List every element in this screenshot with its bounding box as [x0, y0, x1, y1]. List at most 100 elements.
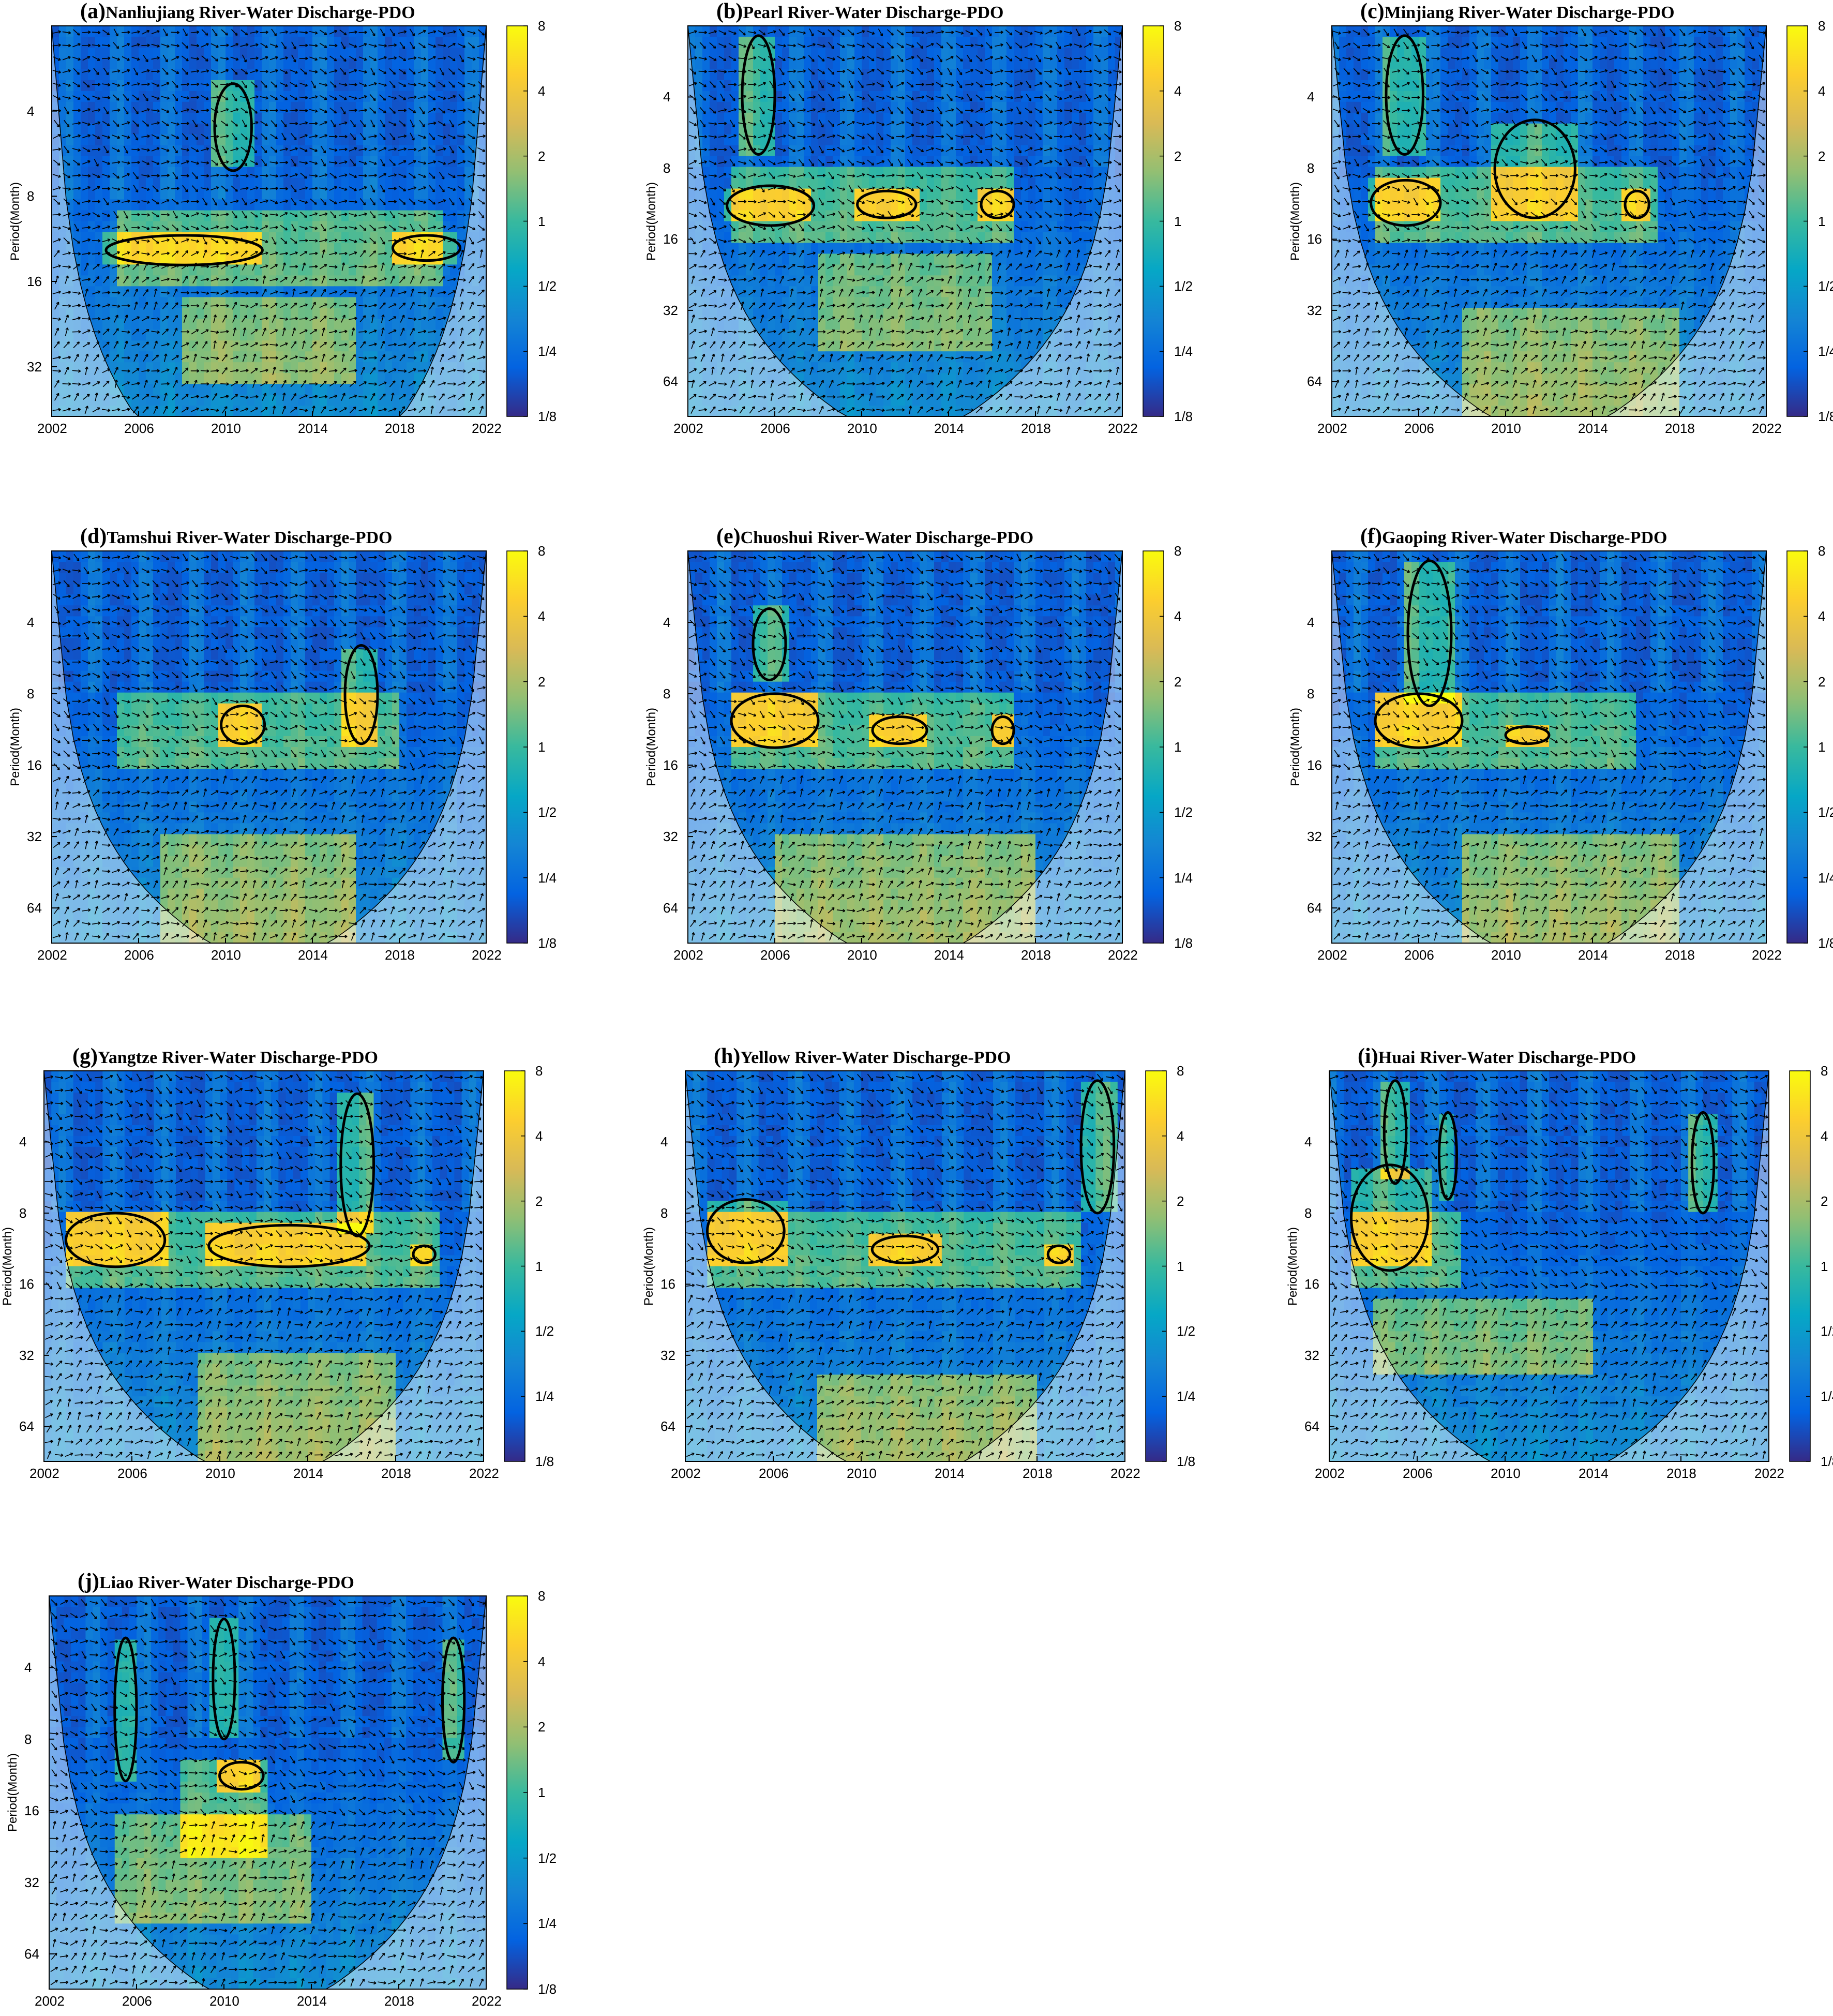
- phase-arrow-head: [235, 264, 239, 268]
- phase-arrow: [112, 409, 121, 411]
- phase-arrow-head: [393, 368, 397, 372]
- phase-arrow-head: [364, 265, 367, 269]
- phase-arrow: [418, 342, 426, 347]
- heatmap-cell: [276, 156, 284, 168]
- heatmap-cell: [160, 384, 168, 395]
- phase-arrow-head: [374, 382, 377, 386]
- phase-arrow: [339, 252, 348, 255]
- heatmap-cell: [66, 112, 74, 124]
- heatmap-cell: [182, 26, 190, 37]
- heatmap-cell: [363, 91, 371, 102]
- heatmap-cell: [378, 210, 385, 222]
- heatmap-cell: [731, 47, 739, 59]
- phase-arrow: [358, 70, 367, 73]
- heatmap-cell: [334, 264, 342, 276]
- phase-arrow-head: [432, 175, 435, 179]
- heatmap-cell: [450, 351, 458, 363]
- phase-arrow: [141, 44, 150, 46]
- heatmap-cell: [276, 101, 284, 113]
- phase-arrow: [134, 302, 138, 310]
- heatmap-cell: [197, 253, 204, 265]
- phase-arrow-head: [264, 150, 267, 153]
- heatmap-cell: [291, 330, 298, 341]
- heatmap-cell: [254, 340, 262, 352]
- phase-arrow-head: [451, 150, 455, 154]
- heatmap-cell: [276, 308, 284, 319]
- heatmap-cell: [443, 112, 450, 124]
- heatmap-cell: [52, 221, 59, 233]
- heatmap-cell: [298, 373, 306, 384]
- heatmap-cell: [110, 156, 117, 168]
- heatmap-cell: [182, 80, 190, 92]
- phase-arrow: [210, 174, 219, 177]
- phase-arrow: [477, 305, 486, 307]
- heatmap-cell: [479, 286, 486, 297]
- phase-arrow-head: [167, 238, 170, 242]
- phase-arrow: [448, 341, 455, 349]
- heatmap-cell: [269, 232, 277, 244]
- phase-arrow-head: [214, 380, 218, 383]
- phase-arrow-head: [68, 187, 71, 191]
- phase-arrow-head: [295, 147, 298, 151]
- heatmap-cell: [327, 134, 335, 146]
- phase-arrow: [141, 252, 150, 255]
- phase-arrow: [408, 214, 416, 216]
- phase-arrow-head: [185, 394, 189, 397]
- phase-arrow: [201, 95, 209, 100]
- phase-arrow: [458, 394, 465, 400]
- phase-arrow-head: [293, 276, 296, 279]
- heatmap-cell: [226, 264, 233, 276]
- heatmap-cell: [276, 243, 284, 255]
- phase-arrow-head: [433, 395, 437, 399]
- heatmap-cell: [240, 384, 248, 395]
- phase-arrow-head: [97, 96, 100, 100]
- x-tick-label: 2002: [37, 421, 67, 437]
- heatmap-cell: [124, 406, 132, 416]
- heatmap-cell: [124, 91, 132, 102]
- phase-arrow-head: [394, 43, 397, 47]
- heatmap-cell: [146, 36, 154, 48]
- heatmap-cell: [392, 69, 400, 81]
- phase-arrow: [122, 370, 130, 372]
- phase-arrow-head: [125, 215, 129, 219]
- phase-arrow-head: [354, 213, 357, 217]
- phase-arrow-head: [256, 56, 259, 60]
- phase-arrow-head: [354, 69, 357, 72]
- phase-arrow: [62, 82, 71, 86]
- phase-arrow-head: [382, 189, 385, 193]
- phase-arrow-head: [87, 199, 91, 203]
- phase-arrow-head: [314, 226, 318, 230]
- phase-arrow-head: [343, 380, 347, 384]
- heatmap-cell: [370, 199, 378, 211]
- heatmap-cell: [341, 319, 349, 330]
- heatmap-cell: [435, 145, 443, 157]
- phase-arrow: [477, 225, 485, 231]
- phase-arrow: [241, 133, 248, 140]
- heatmap-cell: [399, 330, 407, 341]
- phase-arrow-head: [117, 264, 121, 268]
- phase-arrow: [151, 160, 160, 165]
- phase-arrow-head: [344, 330, 348, 333]
- heatmap-cell: [457, 80, 465, 92]
- heatmap-cell: [876, 36, 884, 48]
- heatmap-cell: [291, 362, 298, 374]
- phase-arrow: [438, 107, 445, 114]
- phase-arrow-head: [87, 56, 91, 59]
- heatmap-cell: [760, 26, 768, 37]
- heatmap-cell: [327, 123, 335, 135]
- heatmap-cell: [247, 145, 255, 157]
- heatmap-cell: [291, 91, 298, 102]
- heatmap-cell: [1028, 26, 1036, 37]
- heatmap-cell: [898, 36, 906, 48]
- phase-arrow-head: [137, 226, 140, 230]
- phase-arrow-head: [394, 173, 397, 177]
- phase-arrow-head: [176, 160, 180, 164]
- phase-arrow-head: [136, 263, 139, 266]
- phase-arrow-head: [196, 44, 200, 48]
- phase-arrow: [122, 264, 130, 269]
- heatmap-cell: [204, 297, 212, 308]
- phase-arrow-head: [372, 124, 375, 128]
- phase-arrow: [92, 407, 100, 413]
- heatmap-cell: [146, 123, 154, 135]
- phase-arrow: [92, 134, 100, 139]
